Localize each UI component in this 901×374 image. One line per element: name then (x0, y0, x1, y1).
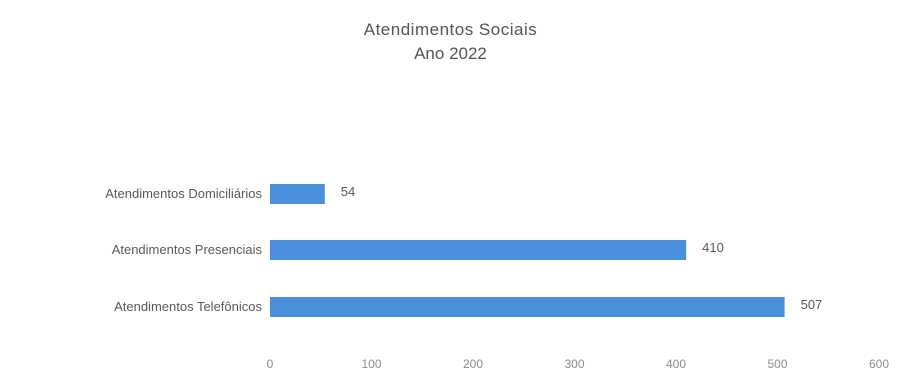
x-tick-label: 0 (267, 357, 274, 371)
data-label: 507 (801, 297, 823, 312)
x-tick-label: 100 (361, 357, 381, 371)
x-tick-label: 200 (463, 357, 483, 371)
category-label: Atendimentos Telefônicos (114, 299, 262, 314)
bar (270, 240, 687, 260)
category-label: Atendimentos Domiciliários (105, 186, 262, 201)
category-label: Atendimentos Presenciais (112, 242, 263, 257)
chart-subtitle: Ano 2022 (414, 44, 487, 63)
bar (270, 184, 325, 204)
x-tick-label: 400 (666, 357, 686, 371)
bar (270, 297, 785, 317)
data-label: 410 (702, 240, 724, 255)
x-tick-label: 600 (869, 357, 889, 371)
chart-title: Atendimentos Sociais (363, 20, 538, 39)
data-label: 54 (341, 184, 355, 199)
x-tick-label: 500 (767, 357, 787, 371)
x-tick-label: 300 (564, 357, 584, 371)
